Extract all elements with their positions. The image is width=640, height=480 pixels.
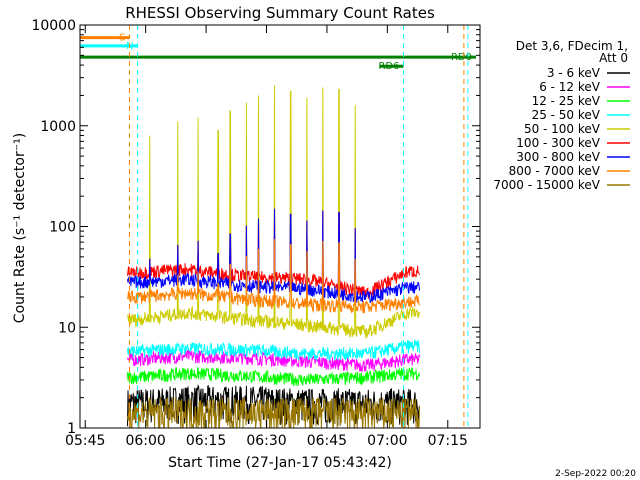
legend-entry-9: 7000 - 15000 keV xyxy=(493,178,600,192)
y-axis-label: Count Rate (s⁻¹ detector⁻¹) xyxy=(12,133,28,323)
legend-entry-6: 100 - 300 keV xyxy=(516,136,600,150)
x-axis-label: Start Time (27-Jan-17 05:43:42) xyxy=(168,455,392,471)
legend-entry-7: 300 - 800 keV xyxy=(516,150,600,164)
data-layer xyxy=(127,85,420,428)
status-label-rd6: RD6 xyxy=(378,61,399,72)
x-tick-label-4: 06:30 xyxy=(246,433,286,449)
y-tick-label-2: 10 xyxy=(58,320,76,336)
status-label-rd0: RD0 xyxy=(451,52,472,63)
series-line-4 xyxy=(127,338,420,362)
y-tick-label-3: 100 xyxy=(49,220,76,236)
x-tick-label-3: 06:15 xyxy=(186,433,226,449)
y-tick-label-4: 1000 xyxy=(40,119,76,135)
legend-entry-8: 800 - 7000 keV xyxy=(509,164,601,178)
timestamp: 2-Sep-2022 00:20 xyxy=(555,469,636,479)
series-line-7 xyxy=(127,208,420,303)
x-tick-label-2: 06:00 xyxy=(125,433,165,449)
series-line-9 xyxy=(127,397,420,428)
legend-entry-4: 25 - 50 keV xyxy=(532,108,601,122)
legend-entry-1: 3 - 6 keV xyxy=(547,66,601,80)
y-tick-label-1: 1 xyxy=(67,421,76,437)
series-line-5 xyxy=(127,85,420,339)
legend-entry-2: 6 - 12 keV xyxy=(539,80,601,94)
series-line-3 xyxy=(127,367,420,387)
legend-entry-5: 50 - 100 keV xyxy=(524,122,601,136)
legend-header-2: Att 0 xyxy=(599,51,628,65)
x-tick-label-7: 07:15 xyxy=(428,433,468,449)
y-tick-label-5: 10000 xyxy=(31,18,76,34)
chart-title: RHESSI Observing Summary Count Rates xyxy=(125,4,435,22)
series-line-8 xyxy=(127,239,420,314)
series-line-2 xyxy=(127,348,420,373)
x-tick-label-6: 07:00 xyxy=(367,433,407,449)
axis-ticks: 05:45 06:00 06:15 06:30 06:45 07:00 07:15 1 10 10… xyxy=(31,18,480,449)
x-tick-label-5: 06:45 xyxy=(307,433,347,449)
legend-entry-3: 12 - 25 keV xyxy=(532,94,601,108)
x-tick-label-1: 05:45 xyxy=(65,433,105,449)
plot-frame xyxy=(79,24,481,429)
annotation-layer: SNRD0RD6 xyxy=(80,25,476,428)
status-label-s: S xyxy=(119,33,125,44)
legend-header-1: Det 3,6, FDecim 1, xyxy=(516,39,628,53)
